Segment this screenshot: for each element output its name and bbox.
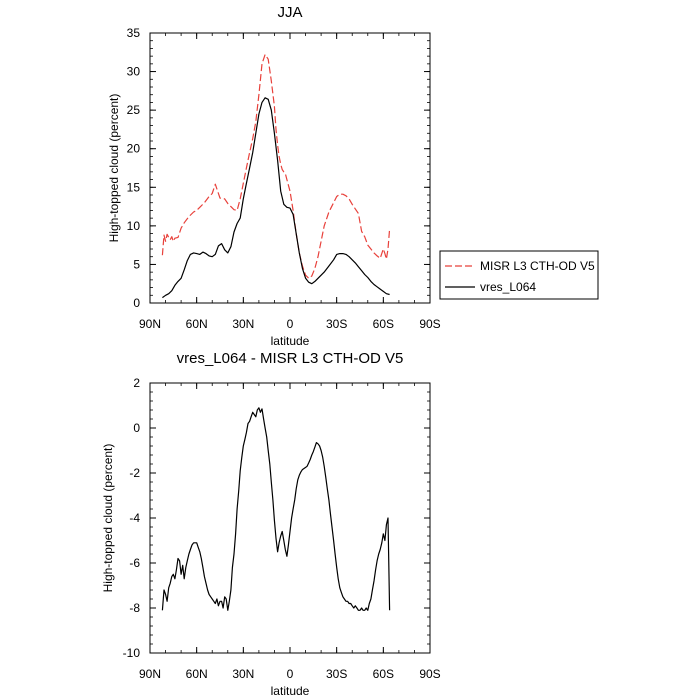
top-ytick-label: 0 bbox=[133, 296, 140, 310]
bottom-xtick-label: 30N bbox=[232, 667, 254, 681]
bottom-ytick-label: 2 bbox=[133, 376, 140, 390]
top-xtick-label: 30N bbox=[232, 317, 254, 331]
legend-label-misr: MISR L3 CTH-OD V5 bbox=[480, 259, 595, 273]
bottom-xtick-label: 90S bbox=[419, 667, 440, 681]
top-ytick-label: 10 bbox=[127, 219, 141, 233]
top-chart-title: JJA bbox=[277, 4, 302, 21]
bottom-chart-xlabel: latitude bbox=[271, 684, 310, 698]
top-xtick-label: 60S bbox=[373, 317, 394, 331]
top-series-line-0 bbox=[161, 53, 391, 279]
bottom-series-line-0 bbox=[161, 407, 391, 611]
top-ytick-label: 35 bbox=[127, 26, 141, 40]
bottom-ytick-label: -6 bbox=[129, 556, 140, 570]
top-ytick-label: 5 bbox=[133, 257, 140, 271]
top-xtick-label: 90S bbox=[419, 317, 440, 331]
bottom-xtick-label: 30S bbox=[326, 667, 347, 681]
top-ytick-label: 20 bbox=[127, 142, 141, 156]
top-ytick-label: 30 bbox=[127, 65, 141, 79]
top-xtick-label: 30S bbox=[326, 317, 347, 331]
legend-box bbox=[439, 250, 599, 300]
top-ytick-label: 15 bbox=[127, 180, 141, 194]
top-series-line-1 bbox=[162, 97, 390, 299]
bottom-chart-ylabel: High-topped cloud (percent) bbox=[101, 444, 115, 593]
bottom-xtick-label: 60N bbox=[186, 667, 208, 681]
legend-label-vres: vres_L064 bbox=[480, 280, 536, 294]
legend: MISR L3 CTH-OD V5 vres_L064 bbox=[439, 250, 599, 300]
bottom-chart: vres_L064 - MISR L3 CTH-OD V5 -10 -8 -6 -4 -… bbox=[101, 350, 441, 698]
bottom-ytick-label: -2 bbox=[129, 466, 140, 480]
top-xtick-label: 0 bbox=[287, 317, 294, 331]
bottom-ytick-label: -4 bbox=[129, 511, 140, 525]
bottom-ytick-label: 0 bbox=[133, 421, 140, 435]
top-chart-frame bbox=[149, 32, 431, 304]
top-xtick-label: 60N bbox=[186, 317, 208, 331]
bottom-xtick-label: 90N bbox=[139, 667, 161, 681]
bottom-ytick-label: -10 bbox=[123, 646, 141, 660]
top-ytick-label: 25 bbox=[127, 103, 141, 117]
top-xtick-label: 90N bbox=[139, 317, 161, 331]
bottom-ytick-label: -8 bbox=[129, 601, 140, 615]
top-chart-xlabel: latitude bbox=[271, 334, 310, 348]
bottom-xtick-label: 60S bbox=[373, 667, 394, 681]
bottom-xtick-label: 0 bbox=[287, 667, 294, 681]
top-chart: JJA 0 5 10 15 20 25 30 35 90N 60N 30N 0 30S 60S 90S la… bbox=[107, 4, 441, 348]
top-chart-ylabel: High-topped cloud (percent) bbox=[107, 94, 121, 243]
bottom-chart-title: vres_L064 - MISR L3 CTH-OD V5 bbox=[177, 350, 404, 367]
